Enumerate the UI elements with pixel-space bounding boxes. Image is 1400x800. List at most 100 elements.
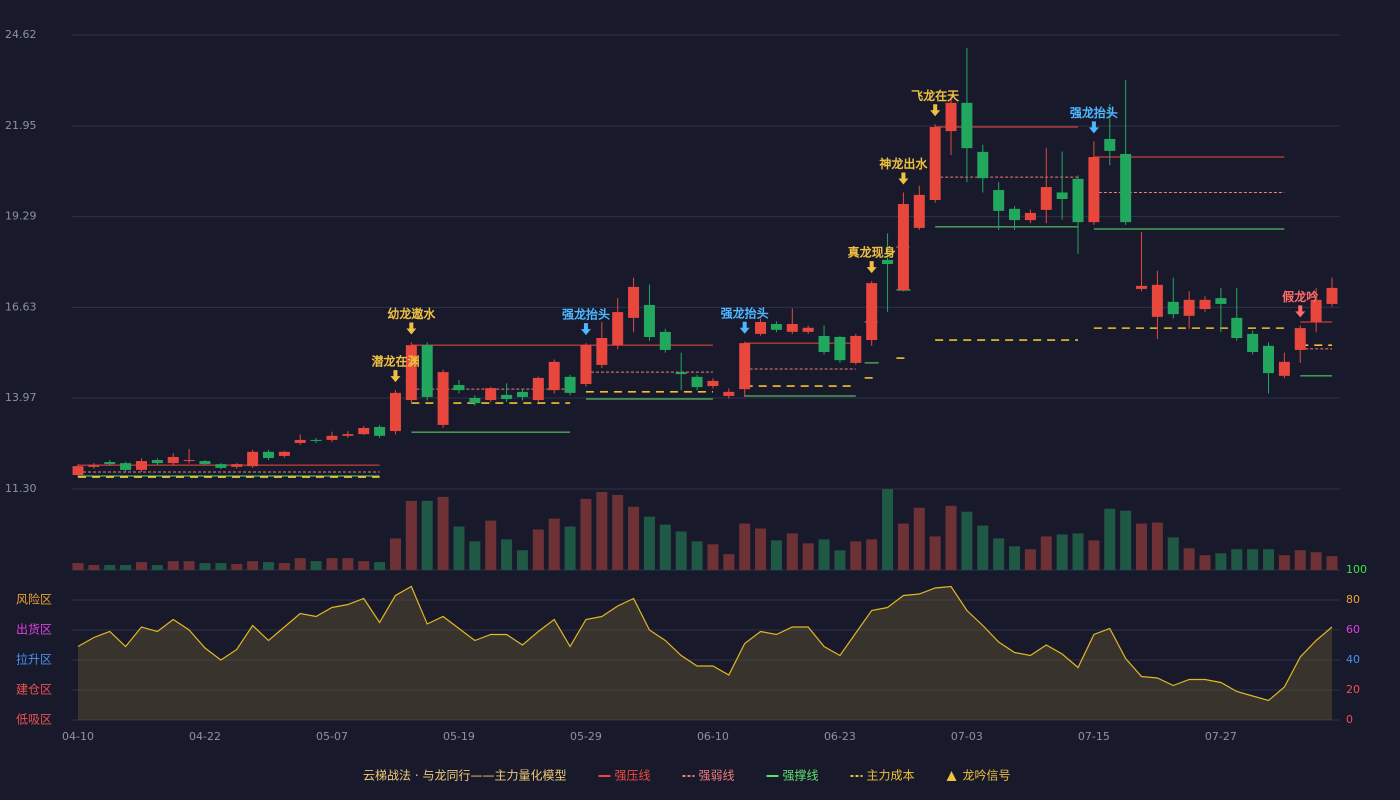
volume-bar: [262, 562, 274, 570]
candle-body: [342, 434, 354, 436]
candle-body: [755, 321, 767, 334]
x-tick-label: 05-19: [443, 730, 475, 743]
volume-bar: [469, 541, 481, 570]
signal-arrow: [580, 323, 591, 336]
candle-body: [1183, 299, 1195, 316]
candle-body: [580, 345, 592, 385]
candle-body: [1199, 299, 1211, 310]
volume-bar: [310, 561, 322, 570]
volume-bar: [612, 494, 624, 570]
volume-bar: [691, 541, 703, 570]
candle-body: [1167, 301, 1179, 315]
x-tick-label: 04-10: [62, 730, 94, 743]
candle-body: [183, 460, 195, 462]
volume-bar: [1199, 555, 1211, 570]
legend-label: 龙吟信号: [963, 768, 1011, 783]
zone-label: 出货区: [16, 622, 52, 637]
signal-arrow: [739, 321, 750, 334]
volume-bar: [389, 538, 401, 570]
volume-bar: [231, 564, 243, 570]
x-tick-label: 07-15: [1078, 730, 1110, 743]
candle-body: [120, 463, 132, 470]
candle-body: [405, 345, 417, 401]
volume-bar: [1104, 508, 1116, 570]
volume-bar: [580, 498, 592, 570]
volume-bar: [1263, 549, 1275, 570]
volume-bar: [1056, 534, 1068, 570]
volume-bar: [1120, 510, 1132, 570]
y2-tick-label: 100: [1346, 563, 1367, 576]
volume-bar: [1183, 548, 1195, 570]
oscillator-line: [77, 585, 1333, 702]
x-tick-label: 07-27: [1205, 730, 1237, 743]
volume-bar: [1009, 546, 1021, 570]
volume-bar: [818, 539, 830, 570]
volume-bar: [596, 491, 608, 570]
zone-label: 低吸区: [16, 713, 52, 727]
candle-body: [1310, 299, 1322, 322]
candle-body: [310, 439, 322, 441]
volume-bar: [643, 516, 655, 570]
volume-bar: [850, 541, 862, 570]
candle-body: [72, 466, 84, 476]
candle-body: [770, 324, 782, 330]
candle-body: [834, 336, 846, 361]
candle-body: [278, 451, 290, 456]
volume-bar: [342, 558, 354, 570]
candle-body: [612, 312, 624, 346]
volume-bar: [501, 539, 513, 570]
y-tick-label: 16.63: [5, 300, 37, 313]
signal-arrow: [1088, 121, 1099, 134]
signal-label: 强龙抬头: [1070, 105, 1118, 120]
volume-bar: [755, 528, 767, 570]
volume-bar: [437, 496, 449, 570]
volume-bar: [675, 531, 687, 570]
signal-label: 强龙抬头: [562, 307, 610, 322]
candle-body: [643, 304, 655, 337]
signal-arrow: [1295, 305, 1306, 318]
candle-body: [389, 392, 401, 432]
volume-bar: [739, 523, 751, 570]
y-tick-label: 13.97: [5, 391, 37, 404]
y2-tick-label: 60: [1346, 623, 1360, 636]
candle-body: [135, 461, 147, 470]
volume-bar: [199, 563, 211, 570]
volume-bar: [421, 500, 433, 570]
x-tick-label: 06-23: [824, 730, 856, 743]
candle-body: [802, 327, 814, 332]
volume-bar: [723, 554, 735, 570]
volume-bar: [135, 562, 147, 570]
legend-label: 强撑线: [782, 768, 818, 783]
signal-arrow: [866, 261, 877, 274]
candle-body: [707, 380, 719, 387]
volume-bar: [548, 518, 560, 570]
candle-body: [215, 464, 227, 468]
volume-bar: [167, 561, 179, 570]
candle-body: [1263, 345, 1275, 374]
candle-body: [1294, 328, 1306, 350]
volume-bar: [516, 550, 528, 570]
volume-bar: [993, 538, 1005, 570]
volume-bar: [1072, 533, 1084, 570]
volume-bar: [977, 525, 989, 570]
volume-bar: [1247, 549, 1259, 570]
candle-body: [596, 338, 608, 365]
signal-label: 强龙抬头: [721, 305, 769, 320]
volume-bar: [247, 561, 259, 570]
candle-body: [1278, 361, 1290, 376]
candle-body: [945, 102, 957, 132]
candle-body: [1120, 153, 1132, 223]
candle-body: [913, 194, 925, 228]
zone-label: 拉升区: [16, 652, 52, 667]
volume-bar: [866, 539, 878, 570]
candle-body: [421, 345, 433, 397]
signal-label: 潜龙在渊: [371, 354, 419, 369]
volume-bar: [945, 505, 957, 570]
volume-bar: [1024, 549, 1036, 570]
volume-bar: [1326, 556, 1338, 570]
candle-body: [167, 456, 179, 464]
volume-bar: [770, 540, 782, 570]
candle-body: [1326, 287, 1338, 304]
y2-tick-label: 40: [1346, 653, 1360, 666]
